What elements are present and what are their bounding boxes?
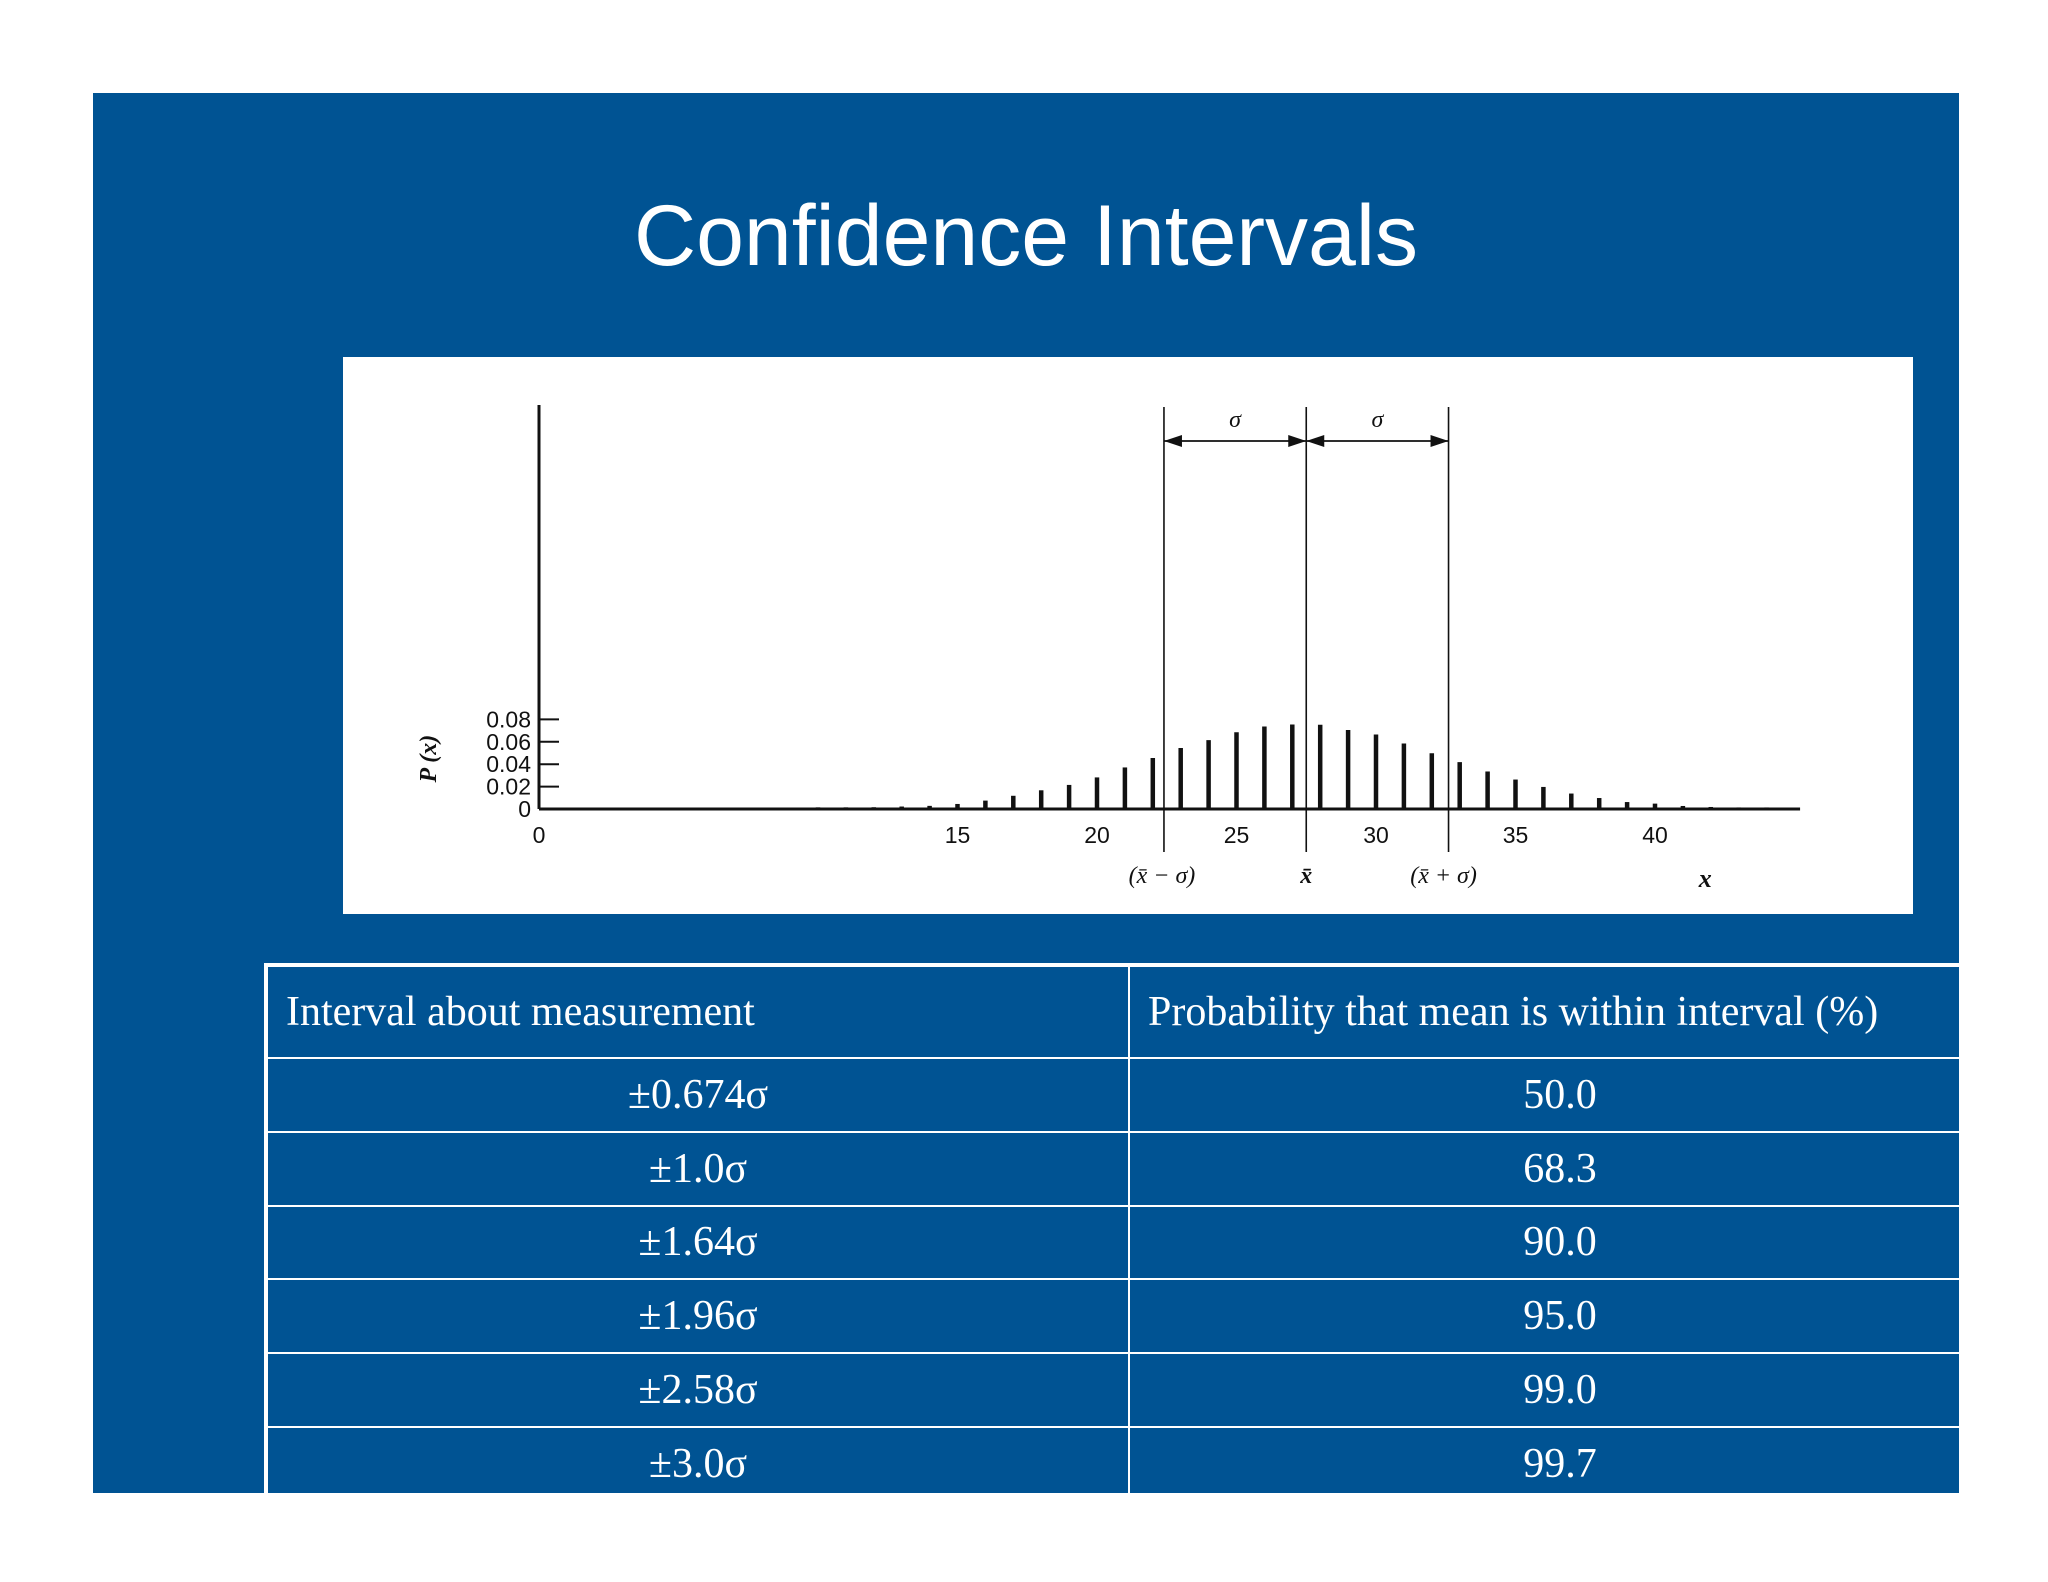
interval-cell: ±0.674σ	[265, 1057, 1130, 1133]
footer-course: Rad. Detect & Measure, 2008 (TKL)	[1476, 1549, 1843, 1575]
slide: Confidence Intervals 0 0.02 0.04 0.06 0.08 0 1…	[93, 93, 1994, 1575]
upper-sigma-label: (x̄ + σ)	[1410, 863, 1477, 889]
interval-cell: ±2.58σ	[265, 1352, 1130, 1428]
x-tick-label: 40	[1642, 822, 1668, 848]
x-tick-label: 0	[533, 822, 546, 848]
y-tick-label: 0.02	[486, 774, 531, 800]
y-tick-label: 0	[518, 796, 531, 822]
table-row: ±1.0σ 68.3	[265, 1130, 1993, 1207]
chart-panel: 0 0.02 0.04 0.06 0.08 0 15 20 25 30 35 40 P (x) x σ σ (x…	[343, 357, 1913, 914]
y-axis-label: P (x)	[416, 735, 442, 784]
y-tick-label: 0.08	[486, 706, 531, 732]
interval-cell: ±1.96σ	[265, 1278, 1130, 1354]
y-tick-label: 0.04	[486, 751, 531, 777]
table-header-interval: Interval about measurement	[265, 964, 1130, 1059]
table-row: ±1.64σ 90.0	[265, 1204, 1993, 1281]
interval-cell: ±1.64σ	[265, 1204, 1130, 1281]
y-tick-label: 0.06	[486, 729, 531, 755]
table-row: ±2.58σ 99.0	[265, 1352, 1993, 1428]
mean-label: x̄	[1299, 863, 1312, 889]
probability-cell: 95.0	[1128, 1278, 1993, 1354]
confidence-table: Interval about measurement Probability t…	[264, 963, 1994, 1504]
sigma-arrow-left-head-right	[1288, 435, 1307, 447]
table-row: ±3.0σ 99.7	[265, 1425, 1993, 1504]
table-header-probability: Probability that mean is within interval…	[1128, 964, 1993, 1059]
interval-cell: ±3.0σ	[265, 1425, 1130, 1504]
table-row: ±0.674σ 50.0	[265, 1057, 1993, 1133]
lower-sigma-label: (x̄ − σ)	[1129, 863, 1196, 889]
x-tick-label: 20	[1084, 822, 1110, 848]
x-axis-label: x	[1698, 864, 1712, 893]
sigma-arrow-left-head-left	[1163, 435, 1182, 447]
x-tick-label: 30	[1363, 822, 1389, 848]
probability-cell: 99.7	[1128, 1425, 1993, 1504]
table-row: ±1.96σ 95.0	[265, 1278, 1993, 1354]
x-tick-label: 35	[1503, 822, 1529, 848]
footer-source: From: Radiation Detection and Measuremen…	[205, 1549, 736, 1574]
slide-title: Confidence Intervals	[634, 188, 1418, 284]
sigma-arrow-right-head-left	[1306, 435, 1325, 447]
sigma-label-right: σ	[1371, 407, 1384, 433]
probability-cell: 68.3	[1128, 1130, 1993, 1207]
sigma-label-left: σ	[1229, 407, 1242, 433]
sigma-arrow-right-head-right	[1430, 435, 1449, 447]
interval-cell: ±1.0σ	[265, 1130, 1130, 1207]
x-tick-label: 15	[945, 822, 971, 848]
probability-cell: 90.0	[1128, 1204, 1993, 1281]
probability-cell: 99.0	[1128, 1352, 1993, 1428]
table-header-row: Interval about measurement Probability t…	[265, 964, 1993, 1059]
x-tick-label: 25	[1224, 822, 1250, 848]
distribution-chart: 00.020.040.060.08 0 15 20 25 30 35 40 P (x) x σ σ (x…	[416, 405, 1801, 893]
probability-cell: 50.0	[1128, 1057, 1993, 1133]
